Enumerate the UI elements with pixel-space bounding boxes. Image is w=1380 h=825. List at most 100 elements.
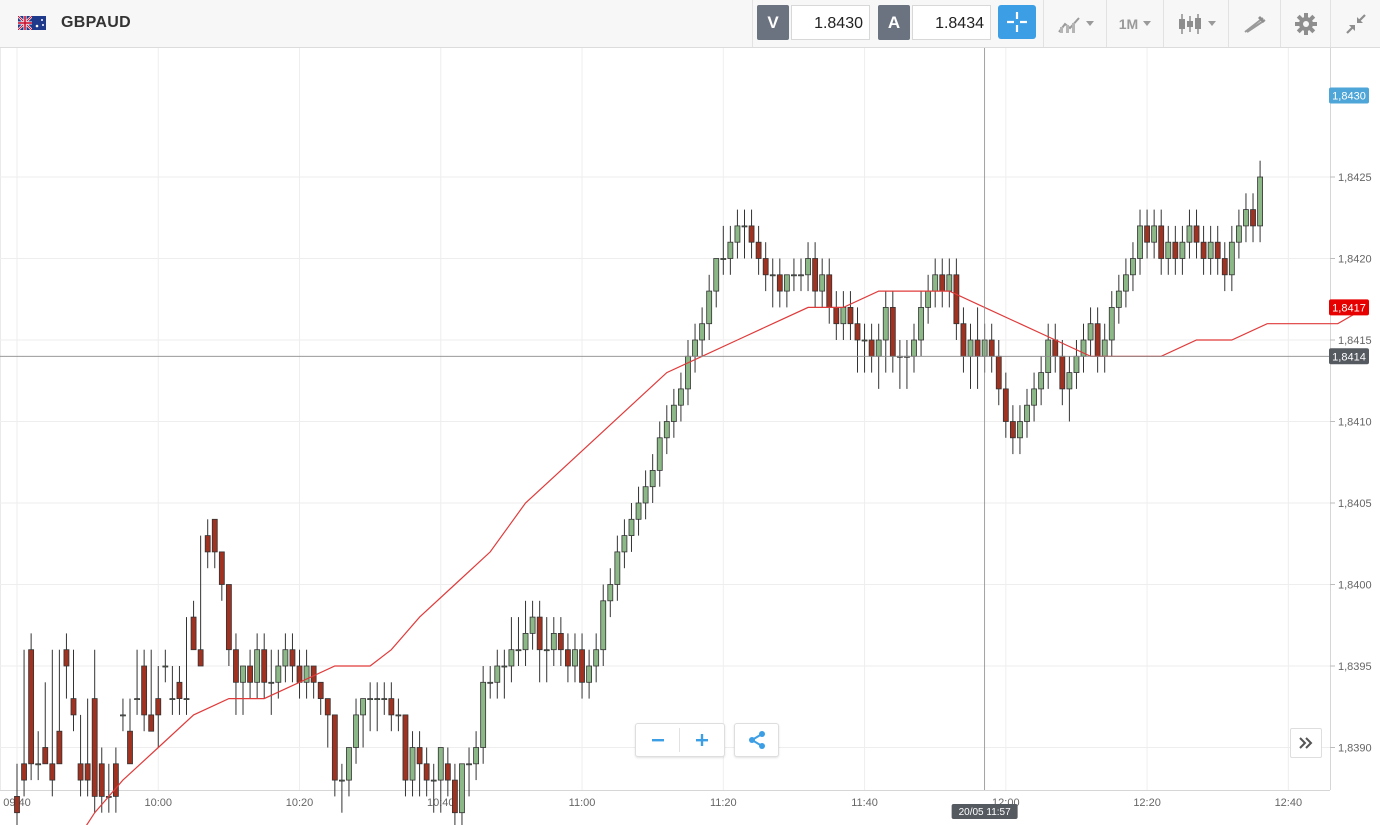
candle bbox=[1179, 225, 1186, 275]
price-chart[interactable]: 1,8390 1,8395 1,8400 1,8405 1,8410 1,8415 1,84… bbox=[0, 48, 1380, 825]
candle bbox=[437, 747, 444, 813]
candle-body-bear bbox=[1158, 225, 1165, 259]
candle bbox=[197, 535, 204, 667]
candle-body-bull bbox=[635, 502, 642, 520]
candle-body-bull bbox=[798, 274, 804, 277]
candle-body-bull bbox=[353, 714, 359, 748]
candle-body-bear bbox=[190, 616, 197, 651]
candle-body-bull bbox=[508, 649, 515, 667]
candle-body-bull bbox=[1186, 225, 1193, 243]
candle bbox=[635, 486, 642, 536]
candle-body-bear bbox=[28, 649, 35, 765]
candle-body-bull bbox=[1228, 241, 1235, 276]
candle-body-bull bbox=[169, 698, 176, 700]
candle-body-bull bbox=[1101, 339, 1108, 357]
sell-price[interactable]: 1.8430 bbox=[791, 5, 870, 40]
candle-body-bear bbox=[127, 730, 133, 765]
candle bbox=[112, 747, 119, 813]
candle-body-bull bbox=[183, 698, 190, 700]
toolbar-divider bbox=[752, 0, 753, 47]
chart-type-dropdown[interactable] bbox=[1164, 0, 1228, 47]
candles-layer bbox=[14, 160, 1263, 825]
candle-body-bull bbox=[911, 339, 917, 357]
candle bbox=[338, 763, 345, 813]
chart-toolbar: GBPAUD V 1.8430 A 1.8434 1M bbox=[0, 0, 1380, 48]
candle-body-bull bbox=[515, 649, 522, 652]
candle bbox=[402, 714, 409, 797]
x-tick-label: 11:00 bbox=[569, 797, 596, 809]
candle-body-bear bbox=[211, 518, 218, 553]
candle bbox=[953, 258, 960, 340]
candle bbox=[84, 698, 91, 797]
candle-body-bull bbox=[783, 274, 790, 292]
y-tick-label: 1,8415 bbox=[1338, 335, 1372, 347]
candle-body-bear bbox=[1094, 323, 1101, 357]
candle bbox=[91, 649, 98, 813]
candle-body-bull bbox=[642, 486, 649, 504]
share-button[interactable] bbox=[734, 723, 779, 757]
settings-button[interactable] bbox=[1281, 0, 1330, 47]
timeframe-dropdown[interactable]: 1M bbox=[1107, 0, 1163, 47]
crosshair-price-tag-bg bbox=[1329, 348, 1369, 365]
candle-body-bear bbox=[141, 665, 148, 716]
share-icon bbox=[748, 731, 765, 749]
candle bbox=[607, 568, 614, 618]
candle-body-bull bbox=[240, 665, 246, 683]
candle bbox=[1172, 225, 1179, 275]
x-tick-label: 12:40 bbox=[1275, 797, 1303, 809]
candle-body-bull bbox=[1031, 388, 1037, 406]
candle bbox=[1235, 209, 1242, 259]
candle bbox=[254, 633, 261, 699]
candle bbox=[296, 649, 303, 699]
candle bbox=[833, 291, 840, 340]
candle-body-bull bbox=[473, 747, 479, 765]
crosshair-button[interactable] bbox=[998, 5, 1036, 39]
candle-body-bull bbox=[1115, 290, 1122, 308]
sell-label[interactable]: V bbox=[757, 5, 789, 40]
candle bbox=[727, 225, 734, 275]
drawing-tools-button[interactable] bbox=[1229, 0, 1280, 47]
candle-body-bull bbox=[649, 469, 656, 488]
candle bbox=[812, 242, 819, 308]
candle-body-bull bbox=[543, 649, 550, 652]
candle-body-bull bbox=[338, 779, 345, 782]
candle bbox=[473, 731, 479, 781]
candle-body-bull bbox=[727, 241, 734, 259]
candle bbox=[1144, 209, 1150, 259]
toolbar-divider bbox=[1330, 0, 1331, 47]
candle-body-bear bbox=[225, 584, 232, 651]
y-axis-area bbox=[1330, 48, 1380, 825]
candle bbox=[889, 291, 896, 373]
timeframe-label: 1M bbox=[1118, 15, 1139, 32]
candlestick-icon bbox=[1178, 13, 1201, 34]
candle-body-bear bbox=[247, 665, 253, 683]
candle-body-bear bbox=[289, 649, 296, 667]
candle bbox=[988, 323, 995, 373]
buy-label[interactable]: A bbox=[878, 5, 910, 40]
crosshair-icon bbox=[1007, 12, 1027, 32]
candle bbox=[28, 633, 35, 781]
candle-body-bull bbox=[1151, 225, 1158, 243]
zoom-out-button[interactable] bbox=[636, 724, 679, 756]
candle-body-bull bbox=[480, 681, 487, 748]
candle bbox=[508, 617, 515, 683]
candle-body-bear bbox=[939, 274, 946, 292]
candle bbox=[699, 307, 706, 357]
candle bbox=[501, 649, 508, 699]
zoom-in-button[interactable] bbox=[680, 724, 723, 756]
candle-body-bull bbox=[805, 258, 811, 276]
candle-body-bull bbox=[501, 665, 508, 668]
candle-body-bear bbox=[218, 551, 225, 585]
instrument-symbol: GBPAUD bbox=[61, 14, 131, 31]
candle-body-bull bbox=[670, 404, 677, 422]
scroll-to-end-button[interactable] bbox=[1290, 728, 1322, 758]
buy-price[interactable]: 1.8434 bbox=[912, 5, 991, 40]
collapse-button[interactable] bbox=[1331, 0, 1380, 47]
candle bbox=[1066, 356, 1073, 422]
candle bbox=[388, 682, 395, 732]
candle bbox=[1080, 323, 1087, 373]
moving-average-tag-bg bbox=[1329, 299, 1369, 316]
indicators-button[interactable] bbox=[1044, 0, 1106, 47]
candle-body-bull bbox=[1108, 306, 1115, 341]
candle bbox=[395, 698, 402, 732]
